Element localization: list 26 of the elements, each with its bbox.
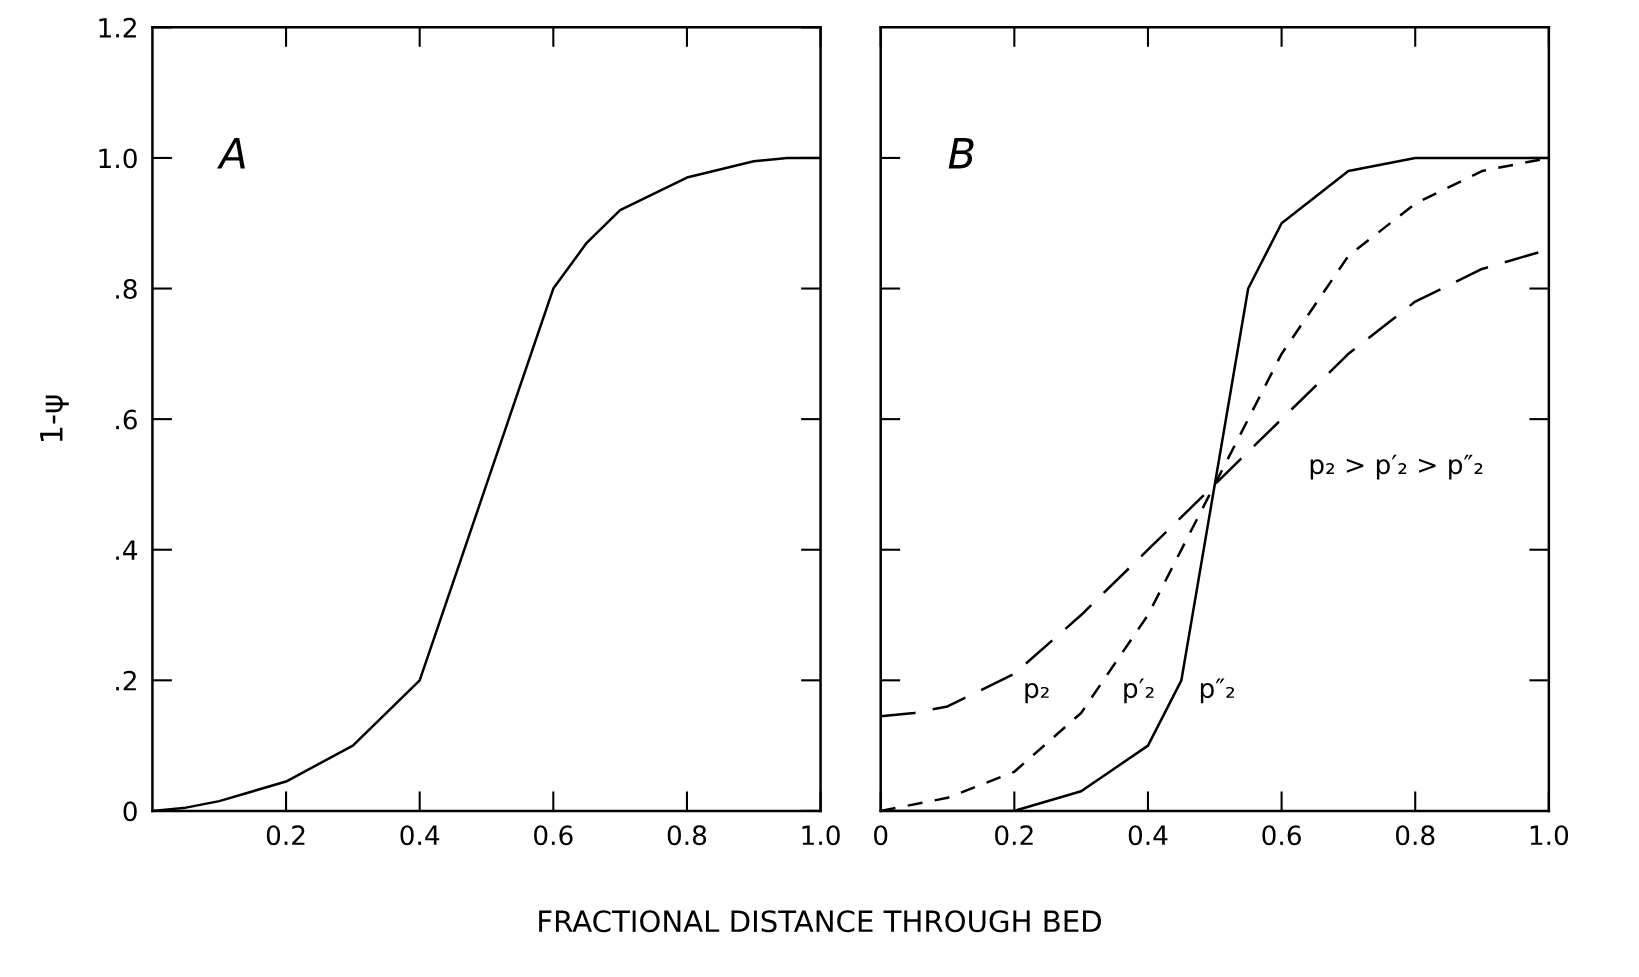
y-tick-label: 1.2 [99, 17, 136, 38]
text: B [948, 138, 974, 169]
y-tick-label: .2 [116, 670, 136, 691]
annotation: p₂ > p′₂ > p″₂ [1310, 454, 1483, 480]
x-tick-label: 0.4 [400, 825, 440, 846]
series-label: p′₂ [1124, 678, 1154, 704]
x-tick-label: 1.0 [802, 825, 840, 846]
text: A [217, 138, 245, 169]
y-tick-label: .6 [116, 409, 137, 430]
y-tick-label: 1.0 [99, 148, 137, 169]
x-tick-label: 0.8 [1395, 825, 1435, 846]
x-tick-label: 0.2 [995, 825, 1033, 846]
x-tick-label: 0.2 [266, 825, 305, 846]
y-tick-label: 0 [123, 801, 137, 822]
x-tick-label: 0.4 [1128, 825, 1168, 846]
x-tick-label: 0.6 [534, 825, 573, 846]
x-tick-label: 0.6 [1262, 825, 1301, 846]
y-tick-label: .8 [116, 278, 137, 299]
y-tick-label: .4 [116, 540, 138, 560]
x-tick-label: 1.0 [1530, 825, 1569, 846]
x-tick-label: 0.8 [667, 825, 707, 846]
x-tick-label: 0 [874, 825, 888, 846]
y-axis-title: 1-ψ [40, 395, 69, 442]
series-label: p₂ [1025, 682, 1049, 704]
x-axis-title: FRACTIONAL DISTANCE THROUGH BED [539, 910, 1101, 933]
series-label: p″₂ [1200, 678, 1235, 704]
